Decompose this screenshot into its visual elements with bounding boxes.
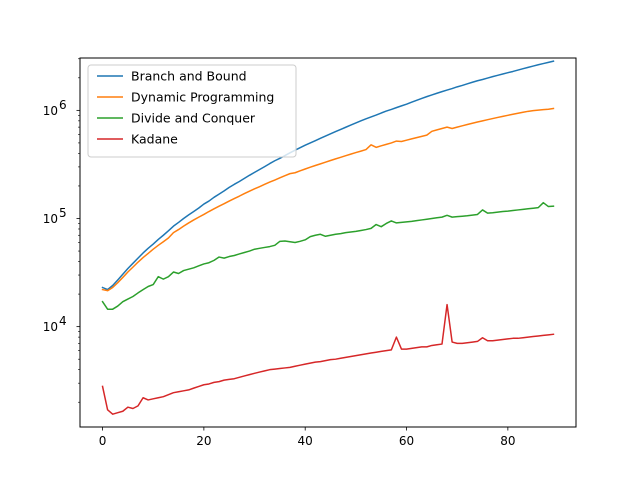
x-tick-label: 80 (500, 434, 515, 448)
series-line-3 (101, 303, 555, 415)
y-tick-label-exponent: 5 (59, 206, 67, 220)
y-tick-label-exponent: 6 (59, 98, 67, 112)
x-tick-label: 40 (298, 434, 313, 448)
series-line-0 (101, 60, 555, 291)
x-tick-label: 60 (399, 434, 414, 448)
y-tick-label: 10 (43, 212, 58, 226)
x-tick-label: 0 (99, 434, 107, 448)
legend: Branch and Bound Dynamic Programming Divid… (87, 64, 297, 158)
legend-box (87, 64, 297, 158)
legend-label-3: Kadane (131, 132, 178, 147)
y-tick-label: 10 (43, 104, 58, 118)
series-line-2 (101, 201, 555, 310)
legend-label-2: Divide and Conquer (131, 111, 256, 126)
x-axis: 0 20 40 60 80 (99, 427, 515, 448)
x-tick-label: 20 (196, 434, 211, 448)
series-layer (101, 60, 555, 415)
legend-label-0: Branch and Bound (131, 69, 247, 84)
y-tick-label: 10 (43, 320, 58, 334)
legend-label-1: Dynamic Programming (131, 90, 274, 105)
y-tick-label-exponent: 4 (59, 314, 67, 328)
series-line-1 (101, 107, 555, 292)
